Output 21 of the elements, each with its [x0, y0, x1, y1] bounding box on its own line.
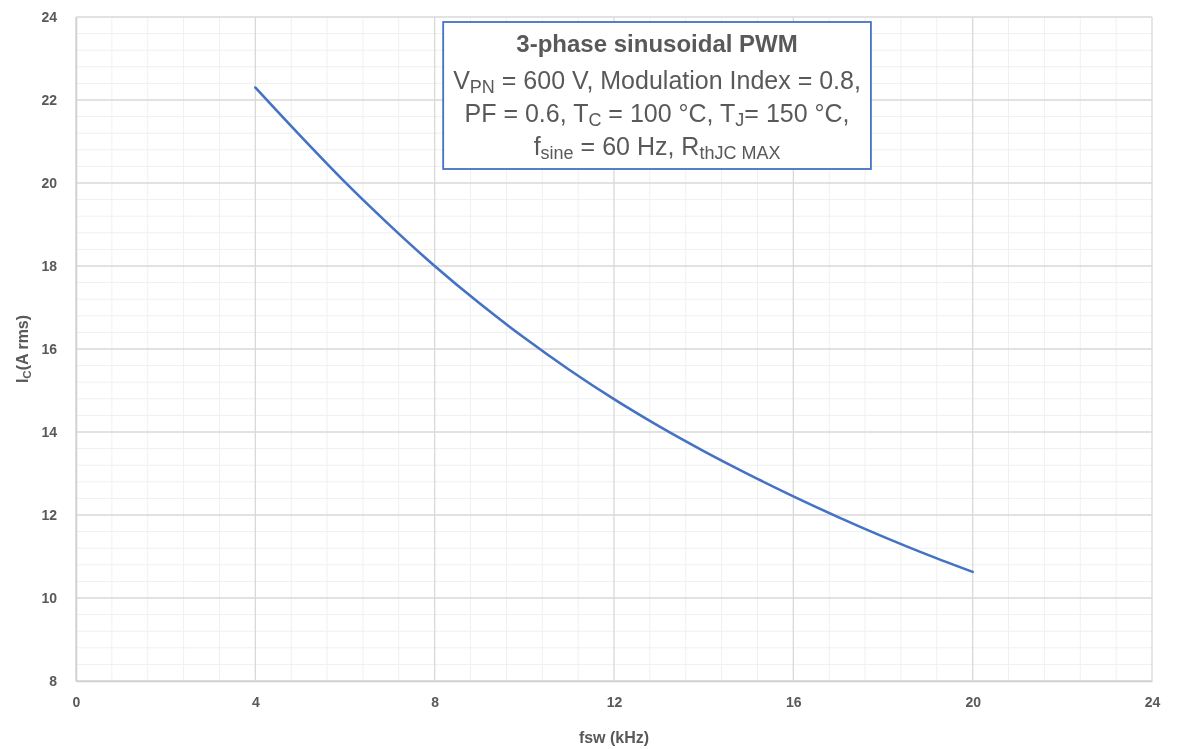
y-tick-label: 10 [41, 589, 58, 606]
x-axis-title: fsw (kHz) [578, 729, 650, 746]
x-tick-label: 24 [1144, 693, 1161, 710]
y-tick-label: 14 [41, 423, 58, 440]
annotation: PF = 0.6, T$_{C}$ = 100 °C, T$_{J}$= 150 °C, [464, 99, 850, 130]
y-tick-label: 8 [49, 672, 58, 689]
y-tick-label: 16 [41, 340, 58, 357]
y-tick-label: 20 [41, 174, 58, 191]
annotation: f$_{sine}$ = 60 Hz, R$_{thJC MAX}$ [533, 132, 781, 163]
x-tick-label: 16 [786, 693, 802, 710]
text: 3-phase sinusoidal PWM [516, 30, 798, 57]
x-tick-label: 12 [606, 693, 623, 710]
x-tick-label: 8 [431, 693, 440, 710]
x-tick-label: 4 [251, 693, 260, 710]
x-tick-label: 20 [965, 693, 982, 710]
y-tick-label: 22 [41, 91, 58, 108]
y-tick-label: 12 [41, 506, 58, 523]
y-tick-label: 18 [41, 257, 58, 274]
y-tick-label: 24 [41, 8, 58, 25]
annotation: V$_{PN}$ = 600 V, Modulation Index = 0.8, [453, 66, 861, 97]
x-tick-label: 0 [72, 693, 81, 710]
